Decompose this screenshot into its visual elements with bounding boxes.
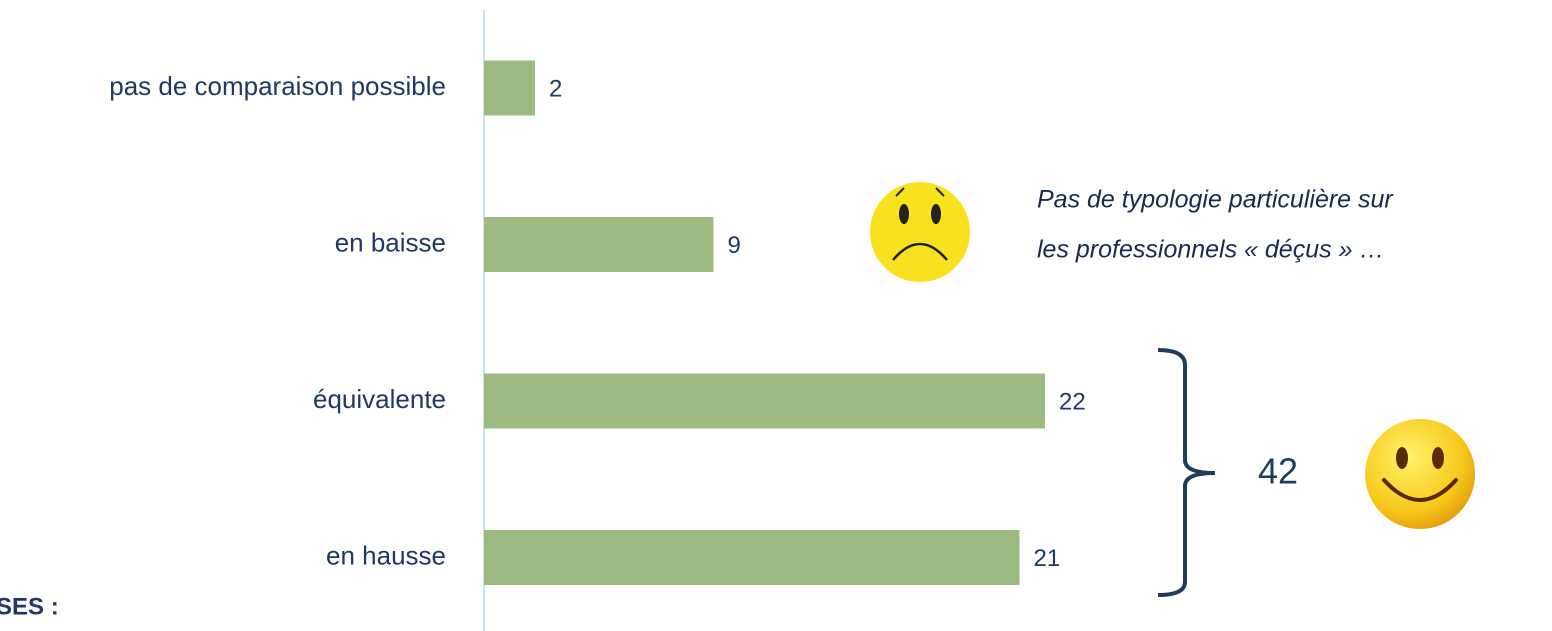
bar bbox=[484, 530, 1020, 585]
bar bbox=[484, 217, 714, 272]
bracket bbox=[1157, 348, 1216, 597]
value-label: 9 bbox=[728, 232, 741, 259]
annotation: Pas de typologie particulière sur bbox=[1037, 186, 1394, 214]
value-label: 22 bbox=[1059, 388, 1086, 415]
category-label: pas de comparaison possible bbox=[109, 71, 446, 101]
bar bbox=[484, 373, 1045, 429]
sad-face bbox=[870, 182, 970, 282]
annotation: les professionnels « déçus » … bbox=[1037, 236, 1384, 264]
footer-fragment: SES : bbox=[0, 593, 59, 620]
category-label: en hausse bbox=[326, 540, 446, 570]
value-label: 2 bbox=[549, 75, 562, 102]
bracket-label: 42 bbox=[1258, 451, 1298, 492]
category-label: en baisse bbox=[335, 227, 446, 257]
value-label: 21 bbox=[1034, 545, 1061, 572]
bar bbox=[484, 60, 535, 116]
category-label: équivalente bbox=[313, 384, 446, 414]
happy-face bbox=[1365, 419, 1475, 529]
